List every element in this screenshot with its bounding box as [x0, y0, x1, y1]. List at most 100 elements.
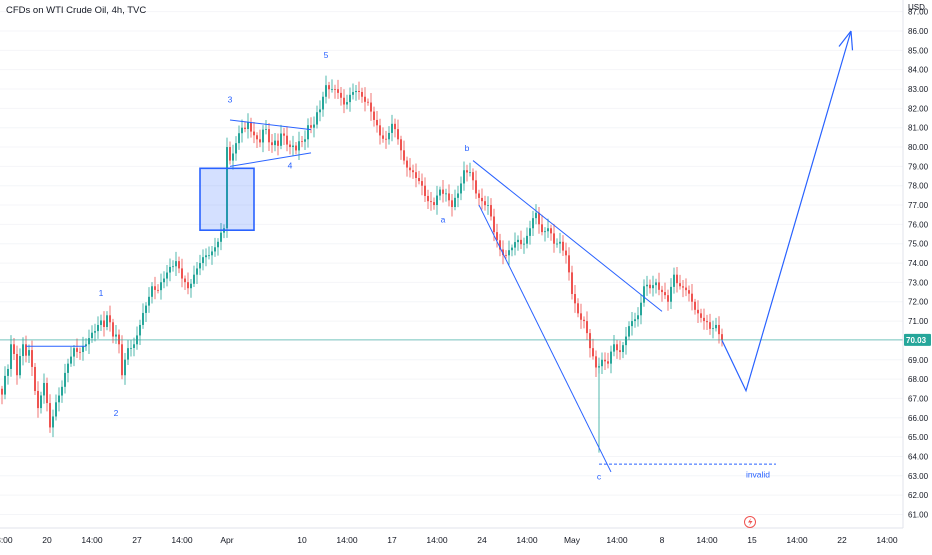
- wave-label: 1: [99, 288, 104, 298]
- candle-body: [448, 193, 450, 201]
- y-tick-label: 74.00: [908, 259, 929, 268]
- candle-body: [718, 324, 720, 335]
- y-tick-label: 71.00: [908, 317, 929, 326]
- candle-body: [529, 228, 531, 236]
- candle-body: [142, 312, 144, 325]
- candle-body: [481, 197, 483, 202]
- grid: [0, 11, 903, 515]
- candle-body: [295, 145, 297, 151]
- candle-body: [418, 177, 420, 182]
- candle-body: [286, 135, 288, 145]
- candle-body: [202, 257, 204, 264]
- candle-body: [544, 231, 546, 233]
- candle-body: [217, 241, 219, 248]
- candle-body: [340, 92, 342, 98]
- candle-body: [388, 132, 390, 140]
- candle-body: [229, 147, 231, 161]
- candle-body: [367, 101, 369, 103]
- candle-body: [526, 235, 528, 244]
- x-tick-label: 14:00: [516, 535, 538, 545]
- x-tick-label: 14:00: [426, 535, 448, 545]
- candle-body: [346, 102, 348, 105]
- candle-body: [457, 193, 459, 198]
- y-tick-label: 83.00: [908, 85, 929, 94]
- candle-body: [415, 172, 417, 178]
- y-tick-label: 79.00: [908, 162, 929, 171]
- candle-body: [139, 324, 141, 336]
- candle-body: [169, 266, 171, 273]
- candle-body: [277, 140, 279, 146]
- candle-body: [400, 139, 402, 151]
- candle-body: [673, 274, 675, 287]
- candle-body: [631, 321, 633, 327]
- candle-body: [676, 274, 678, 284]
- candle-body: [319, 109, 321, 113]
- wave-label: 4: [288, 160, 293, 170]
- candle-body: [658, 282, 660, 290]
- candle-body: [649, 284, 651, 289]
- x-tick-label: 22: [837, 535, 847, 545]
- candle-body: [28, 350, 30, 356]
- candle-body: [235, 143, 237, 154]
- x-tick-label: 14:00: [606, 535, 628, 545]
- x-tick-label: 17: [387, 535, 397, 545]
- y-tick-label: 65.00: [908, 433, 929, 442]
- candle-body: [16, 353, 18, 376]
- y-tick-label: 69.00: [908, 356, 929, 365]
- candle-body: [310, 125, 312, 128]
- candle-body: [364, 96, 366, 102]
- candle-body: [103, 320, 105, 327]
- candle-body: [190, 283, 192, 289]
- candle-body: [151, 286, 153, 297]
- candle-body: [232, 153, 234, 161]
- candle-body: [148, 296, 150, 306]
- candle-body: [688, 290, 690, 294]
- candle-body: [187, 282, 189, 289]
- candle-body: [607, 361, 609, 364]
- candle-body: [715, 324, 717, 329]
- candle-body: [214, 247, 216, 252]
- x-tick-label: 14:00: [336, 535, 358, 545]
- candle-body: [685, 287, 687, 291]
- projection-arrow-b: [850, 30, 854, 51]
- y-tick-label: 63.00: [908, 472, 929, 481]
- candle-body: [301, 141, 303, 143]
- candle-body: [430, 201, 432, 203]
- candle-body: [100, 320, 102, 325]
- y-tick-label: 61.00: [908, 510, 929, 519]
- candle-body: [85, 344, 87, 347]
- candle-body: [172, 266, 174, 268]
- candle-body: [589, 333, 591, 349]
- y-tick-label: 62.00: [908, 491, 929, 500]
- candle-body: [160, 282, 162, 291]
- candle-body: [445, 193, 447, 195]
- y-tick-label: 81.00: [908, 124, 929, 133]
- candle-body: [55, 402, 57, 417]
- candle-body: [58, 395, 60, 403]
- candle-body: [247, 122, 249, 129]
- chart-title: CFDs on WTI Crude Oil, 4h, TVC: [6, 5, 147, 16]
- candle-body: [316, 112, 318, 125]
- candle-body: [25, 344, 27, 356]
- candle-body: [193, 274, 195, 284]
- candle-body: [91, 332, 93, 339]
- candle-body: [145, 305, 147, 313]
- candle-body: [583, 319, 585, 322]
- candle-body: [661, 289, 663, 293]
- candle-body: [88, 338, 90, 345]
- candle-body: [463, 170, 465, 184]
- y-tick-label: 73.00: [908, 278, 929, 287]
- candle-body: [496, 232, 498, 241]
- x-tick-label: 14:00: [81, 535, 103, 545]
- candle-body: [577, 303, 579, 314]
- candle-body: [163, 278, 165, 283]
- candle-body: [4, 375, 6, 395]
- projection-path: [721, 30, 852, 393]
- candle-body: [10, 344, 12, 369]
- x-tick-label: 20: [42, 535, 52, 545]
- candle-body: [70, 356, 72, 364]
- candle-body: [307, 125, 309, 140]
- highlight-box: [199, 167, 255, 231]
- x-tick-label: 15: [747, 535, 757, 545]
